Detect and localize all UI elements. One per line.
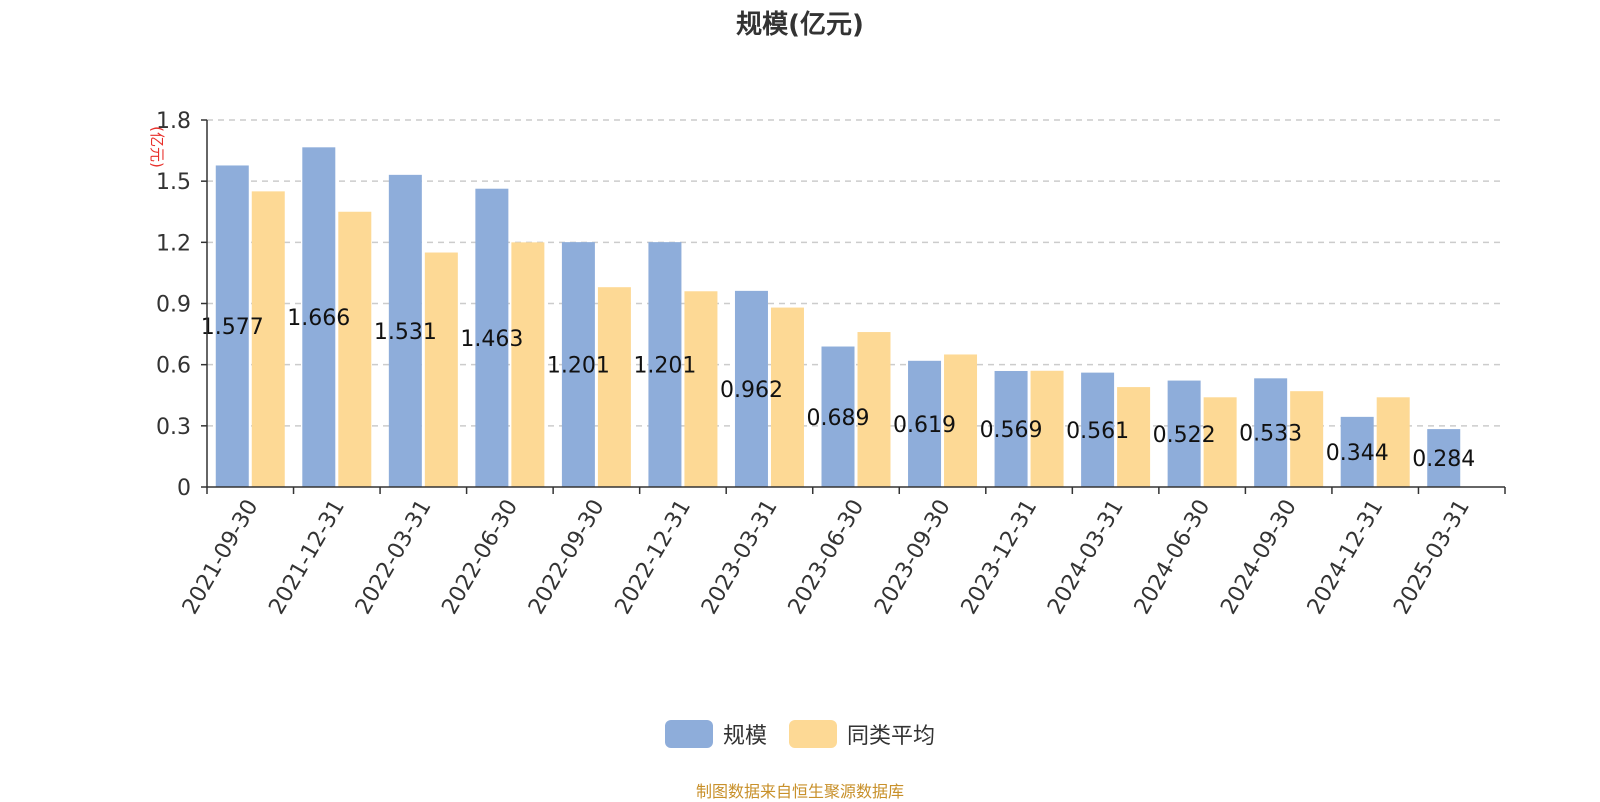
x-tick-label: 2022-12-31	[611, 496, 697, 619]
x-tick-label: 2024-12-31	[1303, 496, 1389, 619]
bar-scale[interactable]	[1254, 378, 1288, 487]
legend-item-scale[interactable]: 规模	[664, 718, 767, 750]
bar-scale[interactable]	[215, 165, 249, 487]
x-tick-label: 2024-06-30	[1130, 496, 1216, 619]
bar-scale[interactable]	[908, 360, 942, 487]
bar-scale[interactable]	[994, 370, 1028, 487]
bar-scale[interactable]	[1427, 429, 1461, 487]
bar-peer-average[interactable]	[597, 287, 631, 487]
bar-value-label: 0.689	[807, 406, 870, 431]
legend-item-peer-average[interactable]: 同类平均	[789, 718, 935, 750]
legend-swatch-peer-average	[789, 720, 837, 748]
bar-value-label: 1.577	[201, 315, 264, 340]
bar-scale[interactable]	[475, 188, 509, 487]
bar-scale[interactable]	[648, 242, 682, 487]
bar-peer-average[interactable]	[1290, 391, 1324, 487]
bar-peer-average[interactable]	[1030, 370, 1064, 487]
bar-scale[interactable]	[1340, 416, 1374, 487]
bar-scale[interactable]	[734, 290, 768, 487]
bar-peer-average[interactable]	[338, 211, 372, 487]
bar-value-label: 0.619	[893, 413, 956, 438]
y-tick-label: 1.8	[156, 109, 191, 134]
x-tick-label: 2021-09-30	[178, 496, 264, 619]
y-tick-label: 0.3	[156, 415, 191, 440]
y-tick-label: 0.6	[156, 354, 191, 379]
x-tick-label: 2021-12-31	[264, 496, 350, 619]
bar-value-label: 1.463	[460, 327, 523, 352]
legend-label-peer-average: 同类平均	[847, 724, 936, 749]
y-axis-title: (亿元)	[148, 126, 166, 168]
bar-peer-average[interactable]	[1117, 387, 1151, 487]
x-tick-label: 2022-09-30	[524, 496, 610, 619]
chart-title: 规模(亿元)	[736, 10, 864, 40]
bar-value-label: 0.962	[720, 378, 783, 403]
bar-peer-average[interactable]	[684, 291, 718, 487]
bar-scale[interactable]	[302, 147, 336, 487]
bar-value-label: 0.522	[1153, 423, 1216, 448]
bar-value-label: 1.666	[287, 306, 350, 331]
bar-value-label: 0.561	[1066, 419, 1129, 444]
gridlines	[207, 119, 1505, 427]
bar-chart: 1.577 1.666 1.531 1.463 1.201 1.201 0.962 0.689…	[148, 109, 1506, 619]
legend: 规模 同类平均	[0, 718, 1600, 750]
bar-peer-average[interactable]	[424, 252, 458, 487]
x-tick-label: 2025-03-31	[1389, 496, 1475, 619]
data-labels: 1.577 1.666 1.531 1.463 1.201 1.201 0.962 0.689…	[201, 306, 1475, 472]
legend-swatch-scale	[664, 720, 713, 748]
bar-scale[interactable]	[1081, 372, 1115, 487]
bar-value-label: 1.201	[547, 354, 610, 379]
bar-value-label: 0.344	[1326, 441, 1389, 466]
source-note: 制图数据来自恒生聚源数据库	[695, 782, 904, 801]
legend-label-scale: 规模	[722, 724, 767, 749]
bar-value-label: 0.284	[1412, 447, 1475, 472]
bar-peer-average[interactable]	[857, 332, 891, 487]
x-tick-label: 2023-09-30	[870, 496, 956, 619]
y-tick-label: 1.5	[156, 170, 191, 195]
y-tick-label: 0	[177, 476, 191, 501]
bars	[215, 147, 1461, 487]
x-tick-label: 2024-03-31	[1043, 496, 1129, 619]
bar-scale[interactable]	[388, 174, 422, 487]
bar-value-label: 0.569	[980, 418, 1043, 443]
bar-value-label: 1.201	[633, 354, 696, 379]
bar-value-label: 1.531	[374, 320, 437, 345]
x-tick-label: 2022-06-30	[437, 496, 523, 619]
y-tick-label: 0.9	[156, 293, 191, 318]
bar-peer-average[interactable]	[944, 354, 978, 487]
bar-scale[interactable]	[821, 346, 855, 487]
bar-peer-average[interactable]	[251, 191, 285, 487]
bar-peer-average[interactable]	[770, 307, 804, 487]
x-tick-label: 2022-03-31	[351, 496, 437, 619]
bar-value-label: 0.533	[1239, 422, 1302, 447]
bar-peer-average[interactable]	[511, 242, 545, 487]
x-tick-label: 2024-09-30	[1216, 496, 1302, 619]
bar-peer-average[interactable]	[1376, 397, 1410, 487]
y-tick-label: 1.2	[156, 231, 191, 256]
bar-scale[interactable]	[561, 242, 595, 487]
x-tick-label: 2023-06-30	[784, 496, 870, 619]
bar-peer-average[interactable]	[1203, 397, 1237, 487]
x-tick-label: 2023-12-31	[957, 496, 1043, 619]
x-tick-label: 2023-03-31	[697, 496, 783, 619]
bar-scale[interactable]	[1167, 380, 1201, 487]
